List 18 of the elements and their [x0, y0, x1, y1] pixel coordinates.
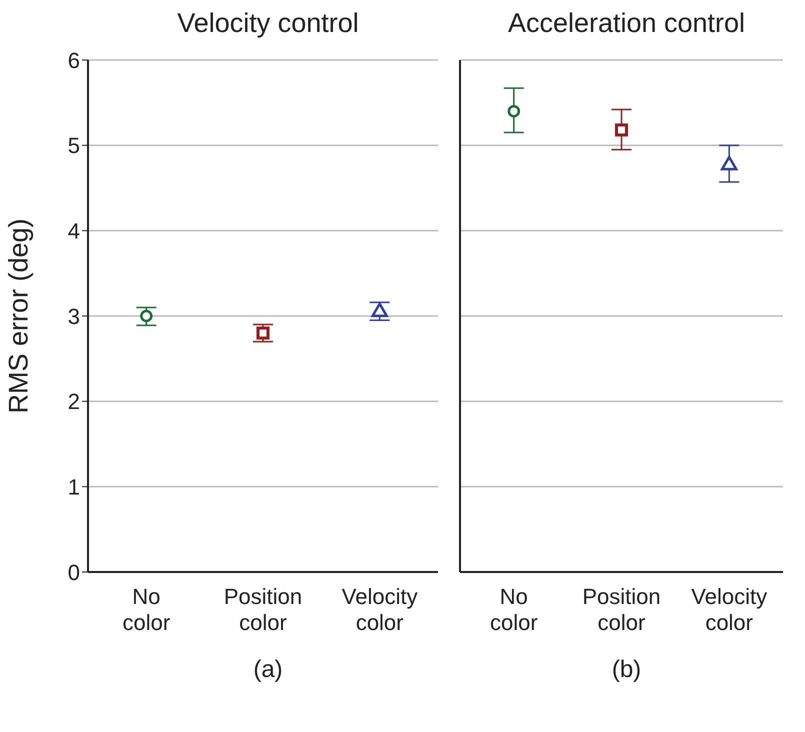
text: (a) [252, 656, 284, 684]
x-tick-label: Velocity color [691, 584, 768, 635]
y-axis-title: RMS error (deg) [4, 218, 34, 414]
y-tick-label: 0 [68, 560, 80, 585]
y-tick-label: 2 [68, 389, 80, 414]
x-tick-label: Velocity color [342, 584, 418, 635]
chart-title: Velocity control [177, 8, 359, 38]
x-tick-label: Position color [224, 584, 302, 635]
x-tick-label: No color [490, 584, 538, 635]
x-tick-label: No color [122, 584, 170, 635]
text: (b) [610, 656, 642, 684]
y-tick-label: 4 [68, 218, 80, 244]
y-tick-label: 1 [68, 474, 80, 500]
y-tick-label: 3 [68, 304, 80, 329]
y-tick-label: 6 [68, 48, 80, 73]
y-tick-label: 5 [68, 133, 80, 158]
x-tick-label: Position color [582, 584, 661, 635]
chart-title: Acceleration control [506, 8, 746, 40]
